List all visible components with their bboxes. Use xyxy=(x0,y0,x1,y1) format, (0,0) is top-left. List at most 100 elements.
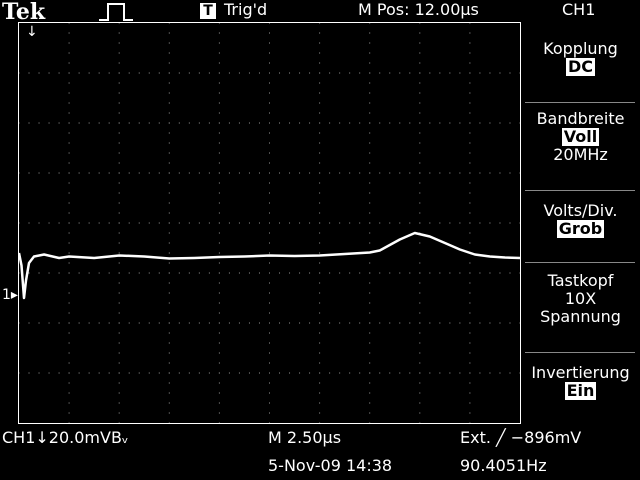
grid-dot xyxy=(188,72,190,74)
grid-dot xyxy=(519,122,521,124)
grid-dot xyxy=(399,272,401,274)
grid-dot xyxy=(178,372,180,374)
volts-div-label: Volts/Div. xyxy=(543,201,618,220)
grid-dot xyxy=(439,372,441,374)
grid-dot xyxy=(469,352,471,354)
grid-dot xyxy=(359,322,361,324)
date-time-readout: 5-Nov-09 14:38 xyxy=(268,456,393,475)
grid-dot xyxy=(178,272,180,274)
grid-dot xyxy=(228,272,230,274)
grid-dot xyxy=(158,72,160,74)
grid-dot xyxy=(369,292,371,294)
grid-dot xyxy=(499,272,501,274)
grid-dot xyxy=(319,222,321,224)
grid-dot xyxy=(279,372,281,374)
menu-invert[interactable]: Invertierung Ein xyxy=(521,364,640,400)
grid-dot xyxy=(118,32,120,34)
grid-dot xyxy=(48,72,50,74)
grid-dot xyxy=(479,272,481,274)
menu-probe[interactable]: Tastkopf 10X Spannung xyxy=(521,272,640,326)
grid-dot xyxy=(248,372,250,374)
menu-coupling[interactable]: Kopplung DC xyxy=(521,40,640,76)
grid-dot xyxy=(38,272,40,274)
grid-dot xyxy=(419,422,421,424)
grid-dot xyxy=(118,122,120,124)
grid-dot xyxy=(168,92,170,94)
grid-dot xyxy=(469,362,471,364)
grid-dot xyxy=(68,82,70,84)
grid-dot xyxy=(168,112,170,114)
grid-dot xyxy=(469,282,471,284)
grid-dot xyxy=(168,152,170,154)
grid-dot xyxy=(218,322,220,324)
grid-dot xyxy=(168,32,170,34)
grid-dot xyxy=(489,372,491,374)
grid-dot xyxy=(319,42,321,44)
grid-dot xyxy=(38,222,40,224)
grid-dot xyxy=(38,322,40,324)
grid-dot xyxy=(369,342,371,344)
grid-dot xyxy=(118,132,120,134)
grid-dot xyxy=(329,272,331,274)
grid-dot xyxy=(319,252,321,254)
grid-dot xyxy=(118,182,120,184)
grid-dot xyxy=(419,122,421,124)
grid-dot xyxy=(218,292,220,294)
grid-dot xyxy=(248,72,250,74)
grid-dot xyxy=(68,42,70,44)
grid-dot xyxy=(379,272,381,274)
grid-dot xyxy=(98,222,100,224)
grid-dot xyxy=(409,222,411,224)
grid-dot xyxy=(88,322,90,324)
grid-dot xyxy=(269,372,270,374)
grid-dot xyxy=(359,172,361,174)
grid-dot xyxy=(148,272,150,274)
grid-dot xyxy=(118,402,120,404)
grid-dot xyxy=(469,392,471,394)
grid-dot xyxy=(68,202,70,204)
grid-dot xyxy=(238,322,240,324)
grid-dot xyxy=(258,172,260,174)
grid-dot xyxy=(248,122,250,124)
grid-dot xyxy=(359,372,361,374)
grid-dot xyxy=(369,182,371,184)
grid-dot xyxy=(319,122,321,124)
grid-dot xyxy=(78,322,80,324)
grid-dot xyxy=(168,422,170,424)
grid-dot xyxy=(489,272,491,274)
grid-dot xyxy=(138,172,140,174)
channel-ground-marker: 1▸ xyxy=(2,287,18,303)
grid-dot xyxy=(289,222,291,224)
grid-dot xyxy=(369,112,371,114)
grid-dot xyxy=(118,222,120,224)
grid-dot xyxy=(419,82,421,84)
grid-dot xyxy=(168,162,170,164)
grid-dot xyxy=(269,162,270,164)
grid-dot xyxy=(68,212,70,214)
grid-dot xyxy=(289,272,291,274)
grid-dot xyxy=(419,402,421,404)
grid-dot xyxy=(509,72,511,74)
grid-dot xyxy=(519,372,521,374)
grid-dot xyxy=(188,172,190,174)
grid-dot xyxy=(269,352,270,354)
grid-dot xyxy=(98,272,100,274)
grid-dot xyxy=(128,222,130,224)
grid-dot xyxy=(369,142,371,144)
grid-dot xyxy=(369,322,371,324)
grid-dot xyxy=(68,172,70,174)
grid-dot xyxy=(439,322,441,324)
grid-dot xyxy=(369,402,371,404)
grid-dot xyxy=(118,102,120,104)
grid-dot xyxy=(218,52,220,54)
menu-bandwidth[interactable]: Bandbreite Voll 20MHz xyxy=(521,110,640,164)
grid-dot xyxy=(218,312,220,314)
menu-volts-div[interactable]: Volts/Div. Grob xyxy=(521,202,640,238)
grid-dot xyxy=(168,182,170,184)
grid-dot xyxy=(218,282,220,284)
grid-dot xyxy=(238,222,240,224)
grid-dot xyxy=(208,322,210,324)
grid-dot xyxy=(269,412,270,414)
grid-dot xyxy=(509,172,511,174)
grid-dot xyxy=(339,372,341,374)
